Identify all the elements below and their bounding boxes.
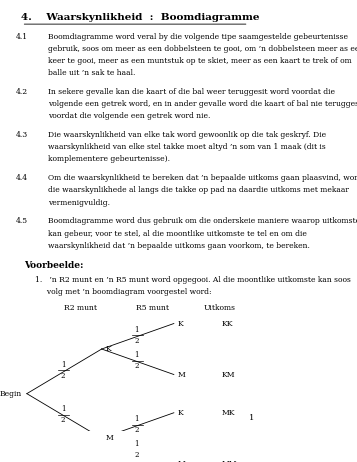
Text: 1.   ’n R2 munt en ’n R5 munt word opgegooi. Al die moontlike uitkomste kan soos: 1. ’n R2 munt en ’n R5 munt word opgegoo… bbox=[35, 276, 351, 284]
Text: 2: 2 bbox=[61, 416, 65, 425]
Text: 4.3: 4.3 bbox=[16, 131, 29, 140]
Text: MK: MK bbox=[222, 409, 235, 417]
Text: Boomdiagramme word dus gebruik om die onderskeie maniere waarop uitkomste: Boomdiagramme word dus gebruik om die on… bbox=[48, 218, 357, 225]
Text: Voorbeelde:: Voorbeelde: bbox=[24, 261, 84, 269]
Text: keer te gooi, meer as een muntstuk op te skiet, meer as een kaart te trek of om: keer te gooi, meer as een muntstuk op te… bbox=[48, 57, 352, 65]
Text: 1: 1 bbox=[134, 415, 139, 423]
Text: M: M bbox=[106, 434, 114, 442]
Text: volg met ’n boomdiagram voorgestel word:: volg met ’n boomdiagram voorgestel word: bbox=[35, 288, 211, 296]
Text: 2: 2 bbox=[134, 362, 139, 370]
Text: 2: 2 bbox=[134, 451, 139, 459]
Text: K: K bbox=[178, 320, 183, 328]
Text: 2: 2 bbox=[61, 372, 65, 380]
Text: 4.    Waarskynlikheid  :  Boomdiagramme: 4. Waarskynlikheid : Boomdiagramme bbox=[21, 13, 260, 22]
Text: volgende een getrek word, en in ander gevalle word die kaart of bal nie terugges: volgende een getrek word, en in ander ge… bbox=[48, 100, 357, 109]
Text: komplementere gebeurtenisse).: komplementere gebeurtenisse). bbox=[48, 156, 170, 164]
Text: MM: MM bbox=[222, 460, 237, 462]
Text: waarskynlikheid van elke stel takke moet altyd ’n som van 1 maak (dit is: waarskynlikheid van elke stel takke moet… bbox=[48, 143, 326, 152]
Text: 1: 1 bbox=[134, 351, 139, 359]
Text: Om die waarskynlikheid te bereken dat ’n bepaalde uitkoms gaan plaasvind, word: Om die waarskynlikheid te bereken dat ’n… bbox=[48, 175, 357, 182]
Text: gebruik, soos om meer as een dobbelsteen te gooi, om ’n dobbelsteen meer as een: gebruik, soos om meer as een dobbelsteen… bbox=[48, 45, 357, 53]
Text: 1: 1 bbox=[61, 361, 65, 369]
Text: 4.2: 4.2 bbox=[16, 88, 28, 96]
Text: K: K bbox=[178, 409, 183, 417]
Text: K: K bbox=[106, 345, 111, 353]
Text: 4.4: 4.4 bbox=[16, 175, 28, 182]
Text: balle uit ’n sak te haal.: balle uit ’n sak te haal. bbox=[48, 69, 136, 77]
Text: 2: 2 bbox=[134, 426, 139, 434]
Text: Boomdiagramme word veral by die volgende tipe saamgestelde gebeurtenisse: Boomdiagramme word veral by die volgende… bbox=[48, 33, 348, 41]
Text: waarskynlikheid dat ’n bepaalde uitkoms gaan voorkom, te bereken.: waarskynlikheid dat ’n bepaalde uitkoms … bbox=[48, 242, 310, 249]
Text: Uitkoms: Uitkoms bbox=[203, 304, 235, 312]
Text: Begin: Begin bbox=[0, 389, 21, 398]
Text: die waarskynlikhede al langs die takke op pad na daardie uitkoms met mekaar: die waarskynlikhede al langs die takke o… bbox=[48, 187, 349, 195]
Text: M: M bbox=[178, 371, 186, 378]
Text: vermenigvuldig.: vermenigvuldig. bbox=[48, 199, 110, 207]
Text: 1: 1 bbox=[134, 440, 139, 449]
Text: R5 munt: R5 munt bbox=[136, 304, 169, 312]
Text: KM: KM bbox=[222, 371, 235, 378]
Text: KK: KK bbox=[222, 320, 233, 328]
Text: M: M bbox=[178, 460, 186, 462]
Text: 1: 1 bbox=[61, 405, 65, 413]
Text: 1: 1 bbox=[248, 414, 254, 422]
Text: 4.5: 4.5 bbox=[16, 218, 28, 225]
Text: kan gebeur, voor te stel, al die moontlike uitkomste te tel en om die: kan gebeur, voor te stel, al die moontli… bbox=[48, 230, 307, 237]
Text: 4.1: 4.1 bbox=[16, 33, 28, 41]
Text: Die waarskynlikheid van elke tak word gewoonlik op die tak geskryf. Die: Die waarskynlikheid van elke tak word ge… bbox=[48, 131, 326, 140]
Text: voordat die volgende een getrek word nie.: voordat die volgende een getrek word nie… bbox=[48, 112, 211, 121]
Text: 1: 1 bbox=[134, 326, 139, 334]
Text: In sekere gevalle kan die kaart of die bal weer teruggesit word voordat die: In sekere gevalle kan die kaart of die b… bbox=[48, 88, 335, 96]
Text: R2 munt: R2 munt bbox=[64, 304, 97, 312]
Text: 2: 2 bbox=[134, 337, 139, 345]
